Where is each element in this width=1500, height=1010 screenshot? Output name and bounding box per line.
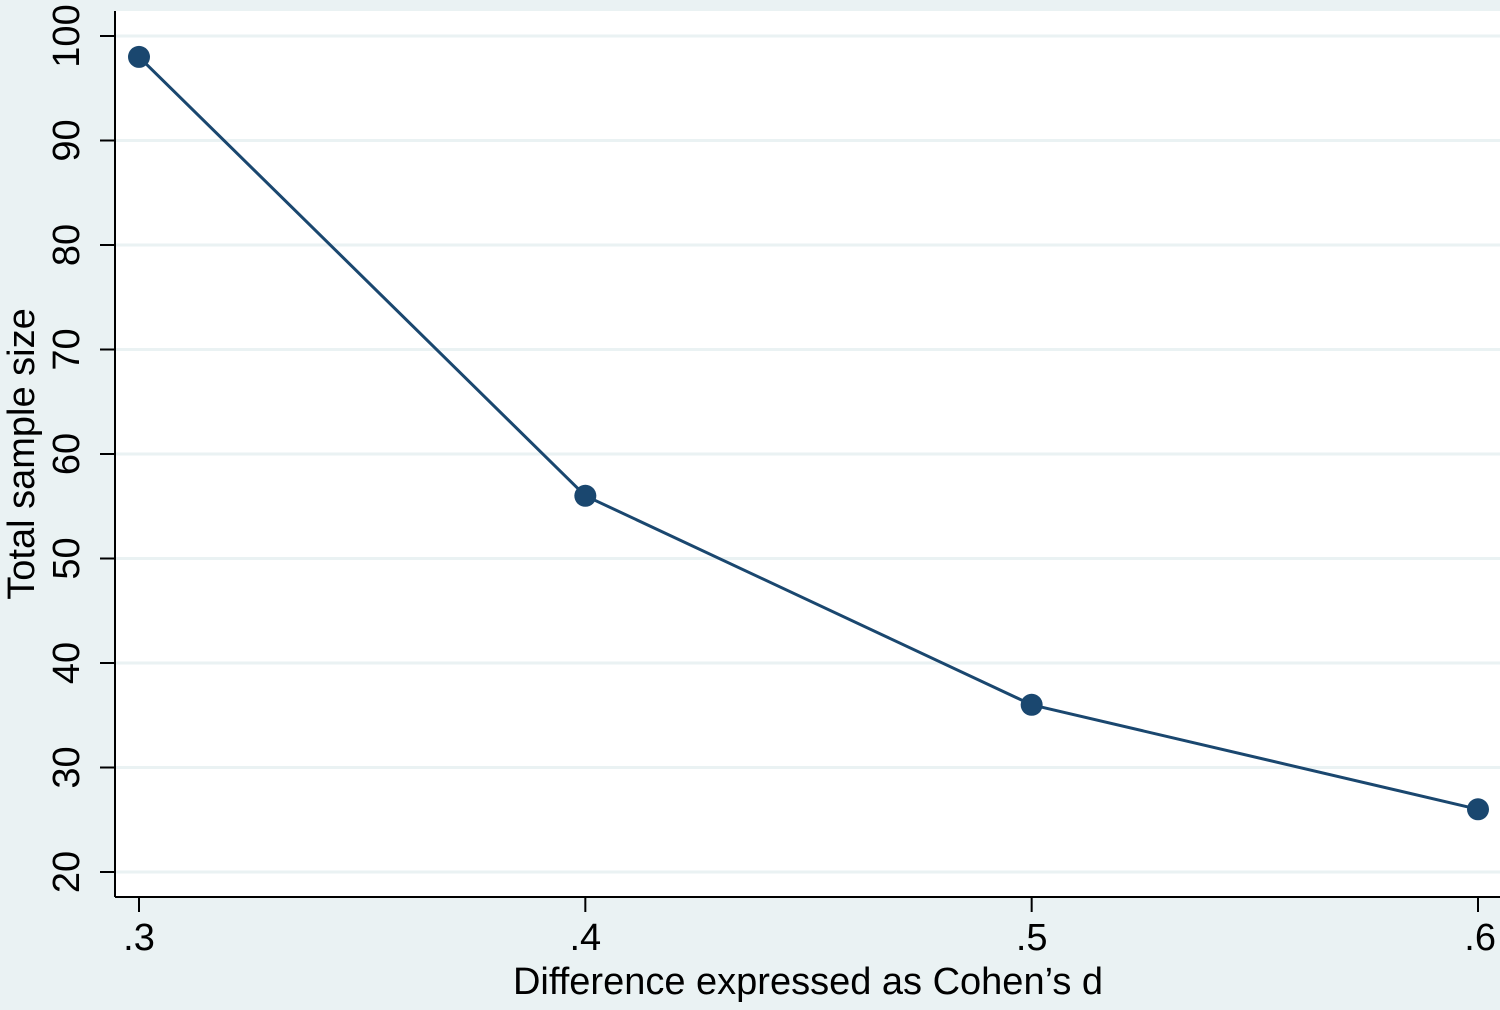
y-tick-label-80: 80 xyxy=(46,224,88,266)
y-tick-label-50: 50 xyxy=(46,537,88,579)
data-point-0-2 xyxy=(1020,693,1043,716)
x-tick-label-2: .5 xyxy=(1016,917,1048,959)
data-point-0-1 xyxy=(574,484,597,507)
data-point-0-3 xyxy=(1467,798,1489,821)
y-tick-label-100: 100 xyxy=(46,4,88,67)
x-tick-label-3: .6 xyxy=(1464,917,1496,959)
y-axis-title: Total sample size xyxy=(1,308,43,599)
y-tick-label-90: 90 xyxy=(46,119,88,161)
x-tick-label-1: .4 xyxy=(569,917,601,959)
y-tick-label-60: 60 xyxy=(46,433,88,475)
series xyxy=(128,45,1489,821)
data-point-0-0 xyxy=(128,45,150,68)
x-axis-title: Difference expressed as Cohen’s d xyxy=(513,961,1103,1003)
axes: 20 30 40 50 60 70 80 90 100 .3 .4 .5 .6 xyxy=(46,4,1500,959)
x-tick-label-0: .3 xyxy=(123,917,155,959)
y-tick-label-40: 40 xyxy=(46,642,88,684)
series-line-0 xyxy=(137,55,1479,811)
y-tick-label-20: 20 xyxy=(46,851,88,893)
gridlines xyxy=(115,34,1500,874)
y-tick-label-70: 70 xyxy=(46,328,88,370)
y-tick-label-30: 30 xyxy=(46,746,88,788)
